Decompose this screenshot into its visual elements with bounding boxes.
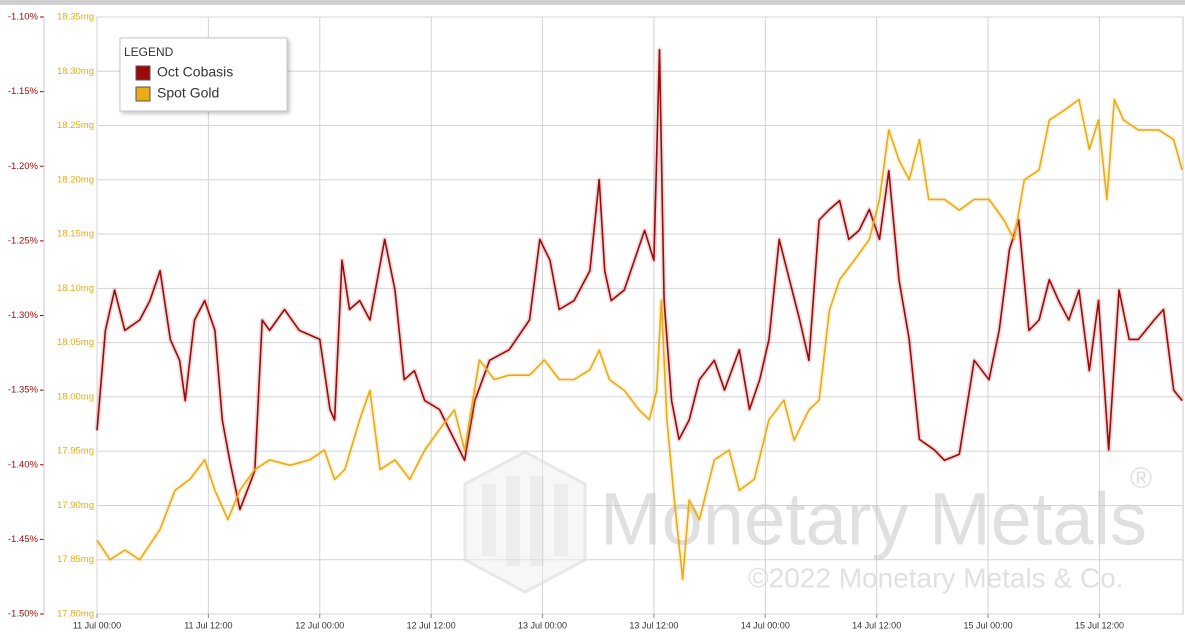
- lines: [94, 47, 1185, 582]
- y-tick-label: -1.30%: [8, 310, 39, 321]
- watermark-copyright: ©2022 Monetary Metals & Co.: [748, 562, 1123, 593]
- y2-tick-label: 18.30mg: [57, 66, 94, 77]
- x-tick-label: 15 Jul 00:00: [964, 620, 1013, 630]
- y2-tick-label: 17.95mg: [57, 446, 94, 457]
- x-tick-label: 13 Jul 00:00: [518, 620, 567, 630]
- y-tick-label: -1.45%: [8, 534, 39, 545]
- y-tick-label: -1.15%: [8, 86, 39, 97]
- y-tick-label: -1.10%: [8, 12, 39, 23]
- x-tick-label: 14 Jul 12:00: [852, 620, 901, 630]
- x-tick-label: 13 Jul 12:00: [629, 620, 678, 630]
- legend-title: LEGEND: [124, 45, 174, 59]
- x-tick-label: 11 Jul 00:00: [73, 620, 121, 630]
- y-tick-label: -1.50%: [8, 609, 39, 620]
- watermark-brand: Monetary Metals: [600, 478, 1147, 561]
- y-tick-label: -1.25%: [8, 235, 39, 246]
- y-tick-label: -1.35%: [8, 385, 39, 396]
- x-tick-label: 12 Jul 00:00: [295, 620, 344, 630]
- top-bar: [0, 0, 1185, 5]
- y2-tick-label: 17.80mg: [57, 609, 94, 620]
- logo: [463, 450, 587, 594]
- y2-tick-label: 18.10mg: [57, 283, 94, 294]
- watermark: Monetary Metals ® ©2022 Monetary Metals …: [463, 450, 1152, 594]
- y-tick-label: -1.40%: [8, 459, 39, 470]
- legend-label: Spot Gold: [157, 85, 219, 101]
- legend-swatch: [135, 86, 151, 102]
- y2-tick-label: 18.15mg: [57, 229, 94, 240]
- y2-tick-label: 18.25mg: [57, 120, 94, 131]
- series-line: [96, 98, 1183, 581]
- axes: 11 Jul 00:00 11 Jul 12:00 12 Jul 00:00 12 J…: [8, 12, 1124, 631]
- y-tick-label: -1.20%: [8, 161, 39, 172]
- plot-area: [96, 16, 1184, 615]
- y2-tick-label: 17.90mg: [57, 500, 94, 511]
- legend: LEGEND Oct Cobasis Spot Gold: [119, 37, 288, 112]
- watermark-registered: ®: [1130, 462, 1152, 495]
- x-tick-label: 14 Jul 00:00: [741, 620, 790, 630]
- y2-tick-label: 18.20mg: [57, 174, 94, 185]
- series-line: [96, 49, 1183, 511]
- x-tick-label: 15 Jul 12:00: [1075, 620, 1124, 630]
- y2-tick-label: 18.05mg: [57, 337, 94, 348]
- y2-tick-label: 17.85mg: [57, 554, 94, 565]
- y2-tick-label: 18.35mg: [57, 12, 94, 23]
- legend-swatch: [135, 65, 151, 81]
- legend-label: Oct Cobasis: [157, 64, 233, 80]
- legend-items: Oct Cobasis Spot Gold: [135, 64, 233, 102]
- x-tick-label: 12 Jul 12:00: [407, 620, 456, 630]
- x-tick-label: 11 Jul 12:00: [184, 620, 232, 630]
- y2-tick-label: 18.00mg: [57, 391, 94, 402]
